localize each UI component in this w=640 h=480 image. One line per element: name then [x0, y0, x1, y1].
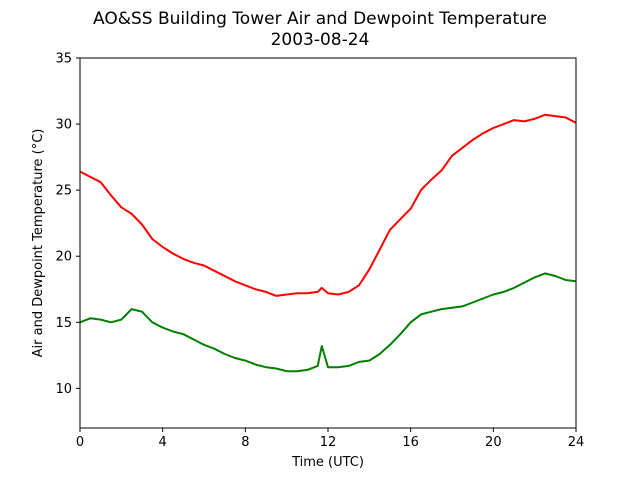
series-layer: [79, 113, 577, 373]
x-tick-label: 4: [159, 435, 167, 450]
x-tick-label: 12: [320, 435, 337, 450]
series-line-1: [79, 113, 577, 297]
y-tick-label: 15: [55, 316, 72, 331]
y-tick-label: 20: [55, 250, 72, 265]
x-tick-label: 16: [402, 435, 419, 450]
chart-subtitle: 2003-08-24: [271, 30, 370, 50]
y-tick-label: 30: [55, 118, 72, 133]
series-line-2: [79, 272, 577, 373]
x-tick-label: 0: [76, 435, 84, 450]
y-tick-label: 25: [55, 184, 72, 199]
chart-title: AO&SS Building Tower Air and Dewpoint Te…: [93, 9, 547, 29]
x-axis: 0 4 8 12 16 20 24: [76, 428, 584, 450]
x-tick-label: 24: [568, 435, 585, 450]
y-axis-label: Air and Dewpoint Temperature (°C): [31, 129, 46, 358]
y-axis: 10 15 20 25 30 35: [55, 52, 80, 397]
x-axis-label: Time (UTC): [291, 455, 364, 470]
y-tick-label: 10: [55, 382, 72, 397]
x-tick-label: 20: [485, 435, 502, 450]
x-tick-label: 8: [241, 435, 249, 450]
y-tick-label: 35: [55, 52, 72, 67]
